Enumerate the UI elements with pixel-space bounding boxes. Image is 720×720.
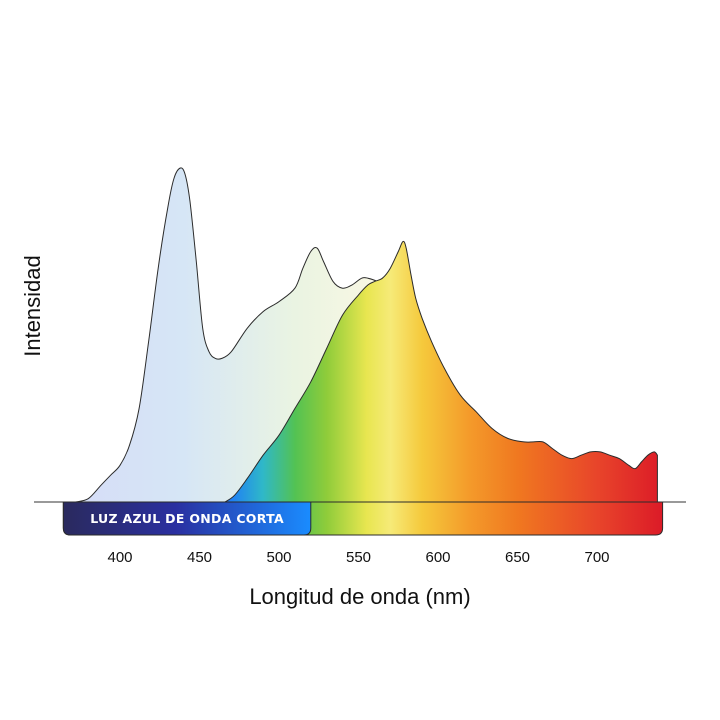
x-tick-label: 650 bbox=[505, 549, 530, 566]
colored-spectrum-area bbox=[224, 240, 658, 503]
x-tick-label: 450 bbox=[187, 549, 212, 566]
short-wave-blue-band: LUZ AZUL DE ONDA CORTA bbox=[62, 501, 664, 536]
y-axis-title: Intensidad bbox=[20, 255, 45, 357]
x-tick-label: 700 bbox=[584, 549, 609, 566]
x-tick-label: 500 bbox=[266, 549, 291, 566]
x-tick-label: 550 bbox=[346, 549, 371, 566]
x-axis-title: Longitud de onda (nm) bbox=[249, 584, 470, 609]
blue-light-band bbox=[62, 501, 312, 536]
x-tick-label: 600 bbox=[425, 549, 450, 566]
x-tick-label: 400 bbox=[107, 549, 132, 566]
x-tick-labels: 400 450 500 550 600 650 700 bbox=[107, 549, 609, 566]
blue-light-band-label: LUZ AZUL DE ONDA CORTA bbox=[90, 511, 284, 526]
spectrum-areas bbox=[75, 167, 658, 503]
